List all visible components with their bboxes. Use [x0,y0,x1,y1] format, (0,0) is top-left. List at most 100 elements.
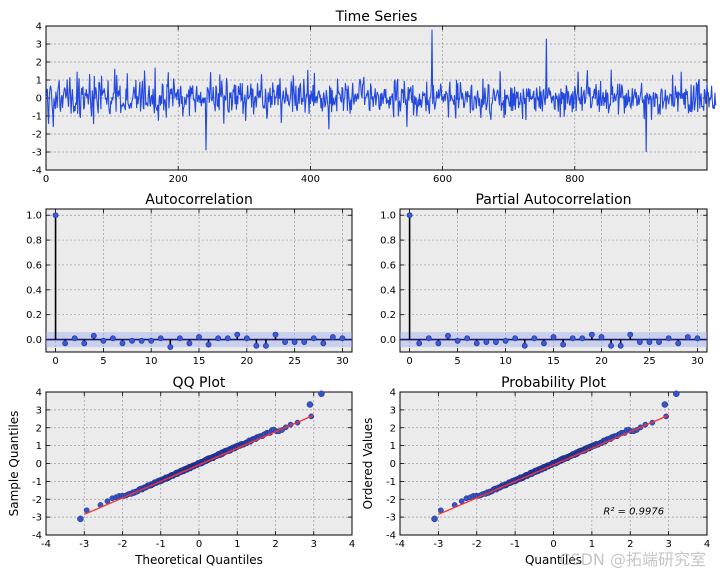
ts-ytick-label: 1 [36,76,42,87]
ts-ytick-label: 2 [36,58,42,69]
ts-xtick-label: 600 [433,174,452,185]
acf-point [81,340,88,347]
acf-point [263,342,269,349]
pacf-point [435,340,442,347]
acf-point [272,331,279,338]
acf-ytick-label: 0.4 [26,285,42,296]
pacf-point [541,340,547,347]
pacf-point [560,341,566,348]
qq-ytick-label: 3 [36,405,42,416]
acf-point [186,340,193,347]
prob-xtick-label: 0 [550,539,556,550]
qq-point [77,515,84,523]
qq-frame [45,391,353,536]
pacf-point [646,339,653,345]
qq-point [306,401,314,408]
prob-xtick-label: 4 [704,539,710,550]
acf-point [62,340,69,347]
qq-title: QQ Plot [173,375,226,391]
qq-ytick-label: -2 [32,495,42,506]
qq-ytick-label: -3 [32,513,42,524]
prob-ylabel: Ordered Values [361,418,375,510]
qq-ylabel: Sample Quantiles [7,411,21,517]
prob-ytick-label: 4 [390,388,396,399]
qq-ytick-label: -1 [32,477,42,488]
prob-xtick-label: 1 [589,539,595,550]
pacf-point [464,335,471,342]
acf-point [320,340,327,347]
pacf-point [512,335,519,342]
prob-xtick-label: -1 [510,539,520,550]
pacf-xtick-label: 0 [406,356,412,367]
acf-point [196,334,202,340]
pacf-point [550,334,557,340]
pacf-point [483,339,490,345]
pacf-point [579,335,586,342]
acf-point [282,339,288,345]
acf-point [176,335,183,342]
qq-ytick-label: 1 [36,441,42,452]
acf-point [90,332,97,339]
ts-xtick-label: 0 [43,174,49,185]
acf-title: Autocorrelation [145,192,253,208]
pacf-point [656,339,662,345]
acf-point [339,335,346,342]
qq-xlabel: Theoretical Quantiles [134,553,263,567]
prob-fit-line [438,414,669,516]
pacf-point [598,334,605,340]
prob-axes: -4 -3 -2 -1 0 1 2 3 4 -4 -3 -2 -1 0 1 2 3 4 Probability Pl… [361,375,710,567]
ts-frame [45,25,708,171]
acf-ytick-label: 0.6 [26,260,42,271]
pacf-point [416,340,423,347]
acf-point [234,331,241,338]
pacf-point [617,342,624,349]
ts-ytick-label: 0 [36,94,42,105]
ts-ytick-label: -3 [32,148,42,159]
prob-xtick-label: -4 [395,539,405,550]
qq-xtick-label: -4 [41,539,51,550]
acf-xtick-label: 20 [240,356,253,367]
pacf-axes: 0 5 10 15 20 25 30 0.0 0.2 0.4 0.6 0.8 1.0 Partial Au… [380,192,708,367]
ts-xtick-label: 200 [169,174,188,185]
ts-ytick-label: -1 [32,112,42,123]
pacf-point [694,335,701,342]
pacf-point [425,335,432,342]
prob-ytick-label: -3 [386,513,396,524]
pacf-ytick-label: 0.6 [380,260,396,271]
pacf-point [665,335,672,342]
pacf-point [521,342,528,349]
pacf-xtick-label: 5 [454,356,460,367]
qq-xtick-label: -2 [118,539,128,550]
pacf-point [588,331,595,338]
prob-ytick-label: 1 [390,441,396,452]
qq-point [318,390,325,398]
pacf-ytick-label: 0.4 [380,285,396,296]
pacf-ytick-label: 0.0 [380,335,396,346]
pacf-ytick-label: 0.2 [380,310,396,321]
qq-xtick-label: 1 [234,539,240,550]
pacf-ytick-label: 0.8 [380,236,396,247]
acf-point [52,212,59,219]
acf-point [205,341,212,348]
acf-ytick-label: 1.0 [26,211,42,222]
acf-point [129,337,135,344]
watermark: CSDN @拓端研究室 [559,550,706,569]
prob-ytick-label: -1 [386,477,396,488]
ts-ytick-label: -4 [32,166,42,177]
pacf-point [636,339,643,345]
pacf-point [445,332,451,339]
prob-ytick-label: 3 [390,405,396,416]
qq-xtick-label: 2 [272,539,278,550]
ts-ytick-label: -2 [32,130,42,141]
pacf-xtick-label: 15 [547,356,560,367]
pacf-point [406,212,413,219]
ts-xtick-label: 400 [301,174,320,185]
pacf-point [531,335,538,342]
pacf-point [627,331,634,338]
acf-frame [45,208,353,353]
prob-title: Probability Plot [501,375,606,391]
qq-ytick-label: 0 [36,459,42,470]
acf-xtick-label: 30 [336,356,349,367]
acf-point [167,344,174,350]
